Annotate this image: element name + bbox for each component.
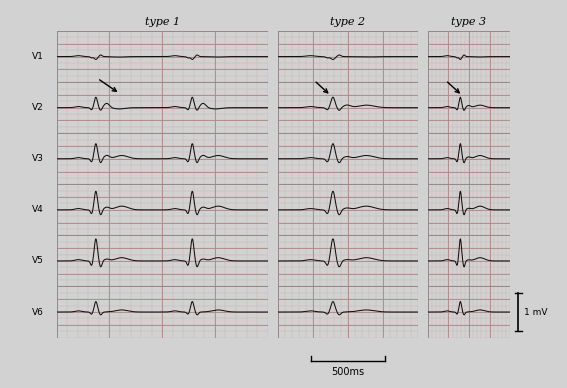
Text: type 2: type 2	[330, 17, 365, 27]
Text: V4: V4	[32, 205, 44, 214]
Text: 1 mV: 1 mV	[524, 308, 547, 317]
Text: 500ms: 500ms	[331, 367, 364, 377]
Text: V3: V3	[32, 154, 44, 163]
Text: V2: V2	[32, 103, 44, 112]
Text: V6: V6	[32, 308, 44, 317]
Text: V1: V1	[32, 52, 44, 61]
Text: V5: V5	[32, 256, 44, 265]
Text: type 3: type 3	[451, 17, 486, 27]
Text: type 1: type 1	[145, 17, 180, 27]
